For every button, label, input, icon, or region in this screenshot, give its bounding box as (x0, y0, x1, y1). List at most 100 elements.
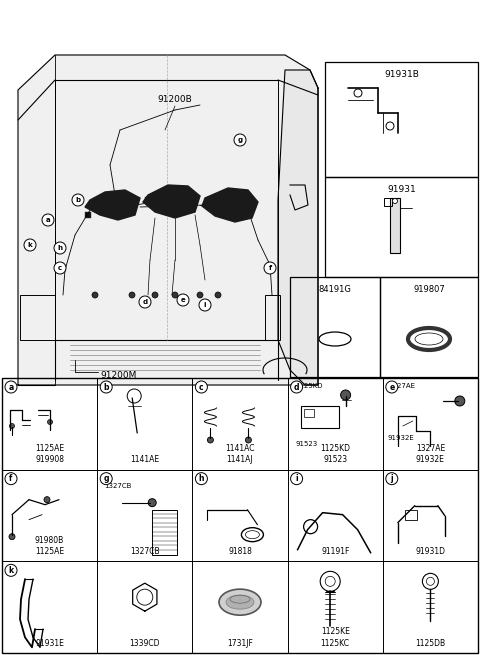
Circle shape (5, 565, 17, 576)
Text: 84191G: 84191G (319, 285, 351, 294)
Circle shape (290, 473, 302, 485)
Ellipse shape (226, 595, 254, 609)
Text: j: j (391, 474, 393, 483)
Circle shape (152, 292, 158, 298)
Text: 1327AE: 1327AE (416, 444, 445, 453)
Circle shape (393, 198, 397, 204)
Text: 91931E: 91931E (35, 639, 64, 648)
Text: 91932E: 91932E (416, 455, 445, 464)
Text: 919908: 919908 (35, 455, 64, 464)
Text: e: e (180, 297, 185, 303)
Text: b: b (104, 383, 109, 392)
Text: f: f (268, 265, 272, 271)
Circle shape (455, 396, 465, 406)
Bar (85, 212, 91, 218)
Text: 1141AC: 1141AC (225, 444, 255, 453)
Circle shape (177, 294, 189, 306)
Bar (290, 277, 380, 377)
Text: i: i (204, 302, 206, 308)
Text: k: k (9, 566, 13, 575)
Polygon shape (143, 185, 200, 218)
Circle shape (199, 299, 211, 311)
Text: b: b (75, 197, 81, 203)
Circle shape (72, 194, 84, 206)
Circle shape (245, 437, 252, 443)
Bar (20, 295, 55, 340)
Bar (222, 195, 228, 201)
Circle shape (290, 381, 302, 393)
Text: 1731JF: 1731JF (227, 639, 253, 648)
Circle shape (172, 292, 178, 298)
Circle shape (9, 534, 15, 540)
Bar (152, 510, 177, 555)
Text: 91191F: 91191F (321, 547, 349, 556)
Circle shape (354, 89, 362, 97)
Text: g: g (238, 137, 242, 143)
Text: 91931D: 91931D (415, 547, 445, 556)
Text: 1125AE: 1125AE (35, 547, 64, 556)
Text: a: a (46, 217, 50, 223)
Bar (265, 295, 280, 340)
Text: h: h (58, 245, 62, 251)
Bar (325, 62, 478, 177)
Circle shape (44, 496, 50, 502)
Bar (405, 510, 417, 519)
Text: 91980B: 91980B (35, 536, 64, 545)
Circle shape (386, 381, 398, 393)
Bar (100, 209, 106, 215)
Text: 1141AJ: 1141AJ (227, 455, 253, 464)
Circle shape (10, 424, 14, 428)
Text: 1141AE: 1141AE (130, 455, 159, 464)
Text: d: d (143, 299, 147, 305)
Circle shape (24, 239, 36, 251)
Text: 91523: 91523 (323, 455, 347, 464)
Text: g: g (104, 474, 109, 483)
Text: c: c (199, 383, 204, 392)
Circle shape (207, 437, 214, 443)
Text: 1125KE: 1125KE (321, 627, 349, 637)
Circle shape (5, 381, 17, 393)
Circle shape (5, 473, 17, 485)
Bar (304, 409, 313, 417)
Circle shape (54, 262, 66, 274)
Circle shape (100, 473, 112, 485)
Bar (390, 198, 400, 253)
Circle shape (215, 292, 221, 298)
Ellipse shape (415, 333, 443, 345)
Circle shape (386, 473, 398, 485)
Text: 91200M: 91200M (100, 371, 136, 379)
Text: 1125KD: 1125KD (296, 383, 323, 389)
Text: 91818: 91818 (228, 547, 252, 556)
Circle shape (386, 122, 394, 130)
Polygon shape (18, 55, 318, 385)
Circle shape (195, 473, 207, 485)
Circle shape (129, 292, 135, 298)
Text: 1327CB: 1327CB (130, 547, 160, 556)
Polygon shape (278, 70, 318, 385)
Ellipse shape (245, 531, 259, 538)
Text: 1327CB: 1327CB (104, 483, 132, 489)
Bar (207, 197, 213, 203)
Bar (300, 406, 338, 428)
Circle shape (139, 296, 151, 308)
Bar (380, 277, 478, 377)
Text: 1125AE: 1125AE (35, 444, 64, 453)
Text: 91932E: 91932E (388, 435, 415, 441)
Text: 1339CD: 1339CD (130, 639, 160, 648)
Bar (2, 378, 478, 653)
Circle shape (54, 242, 66, 254)
Circle shape (92, 292, 98, 298)
Circle shape (234, 134, 246, 146)
Text: 91931B: 91931B (384, 70, 419, 79)
Text: e: e (389, 383, 395, 392)
Text: 91200B: 91200B (157, 96, 192, 105)
Text: 1327AE: 1327AE (388, 383, 415, 389)
Circle shape (100, 381, 112, 393)
Text: 1125KD: 1125KD (320, 444, 350, 453)
Polygon shape (85, 190, 140, 220)
Text: 91931: 91931 (387, 185, 416, 194)
Text: 91523: 91523 (296, 441, 318, 447)
Text: i: i (295, 474, 298, 483)
Text: k: k (28, 242, 32, 248)
Circle shape (197, 292, 203, 298)
